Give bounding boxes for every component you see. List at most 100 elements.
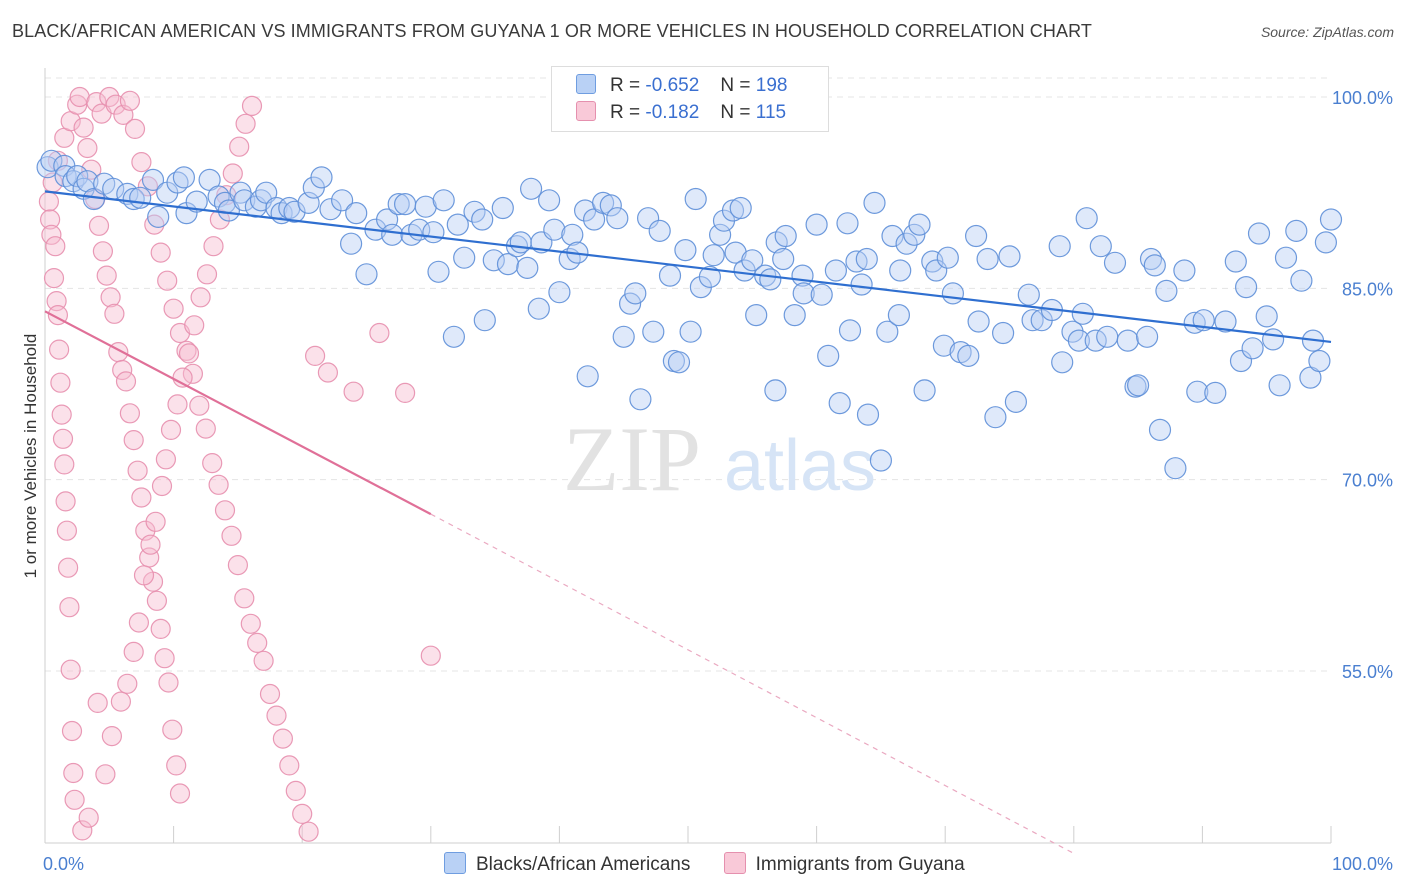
data-point — [184, 315, 205, 336]
data-point — [1183, 311, 1206, 334]
data-point — [150, 618, 171, 640]
series-guyana — [38, 86, 441, 842]
data-point — [976, 247, 999, 271]
data-point — [387, 193, 410, 216]
data-point — [1021, 309, 1044, 332]
data-point — [48, 339, 70, 360]
data-point — [241, 95, 263, 117]
data-point — [255, 181, 278, 204]
data-point — [86, 91, 107, 113]
data-point — [1135, 325, 1159, 348]
y-tick-label: 55.0% — [1342, 662, 1393, 682]
data-point — [618, 292, 642, 315]
correlation-legend: R = -0.652 N = 198 R = -0.182 N = 115 — [551, 66, 829, 132]
data-point — [202, 453, 223, 474]
data-point — [369, 322, 390, 344]
data-point — [624, 282, 647, 305]
data-point — [1173, 259, 1196, 282]
data-point — [310, 166, 333, 189]
data-point — [182, 363, 203, 384]
data-point — [169, 783, 191, 804]
data-point — [527, 297, 550, 320]
data-point — [516, 256, 539, 279]
data-point — [141, 168, 165, 191]
data-point — [190, 287, 211, 308]
data-point — [636, 207, 660, 230]
data-point — [272, 728, 293, 749]
data-point — [147, 205, 170, 228]
data-point — [176, 340, 197, 361]
data-point — [599, 194, 622, 217]
legend-row-guyana: R = -0.182 N = 115 — [576, 101, 786, 127]
legend-swatch-guyana — [576, 101, 596, 121]
data-point — [88, 215, 110, 236]
trend-lines — [44, 190, 1332, 854]
data-point — [964, 224, 988, 248]
data-point — [50, 372, 71, 393]
data-point — [52, 428, 74, 449]
data-point — [43, 268, 65, 289]
data-point — [1274, 246, 1298, 269]
legend-item-black[interactable]: Blacks/African Americans — [444, 852, 690, 876]
data-point — [394, 193, 417, 216]
data-point — [442, 325, 465, 348]
x-tick-label-max: 100.0% — [1332, 854, 1393, 874]
data-point — [146, 590, 167, 611]
data-point — [519, 177, 543, 200]
data-point — [679, 320, 702, 343]
data-point — [158, 672, 179, 693]
data-point — [1067, 329, 1091, 352]
data-point — [222, 163, 243, 184]
data-point — [1261, 328, 1285, 351]
source-label: Source: ZipAtlas.com — [1260, 24, 1394, 40]
data-point — [131, 152, 152, 173]
data-point — [1139, 247, 1163, 271]
data-point — [221, 525, 242, 546]
data-point — [674, 239, 697, 262]
data-point — [73, 117, 94, 138]
data-point — [1319, 208, 1343, 231]
data-point — [214, 500, 236, 521]
data-point — [817, 344, 840, 367]
data-point — [340, 232, 363, 255]
data-point — [95, 764, 116, 785]
data-point — [543, 218, 566, 241]
data-point — [1017, 283, 1040, 306]
data-point — [172, 166, 195, 189]
data-point — [967, 310, 990, 333]
legend-item-guyana[interactable]: Immigrants from Guyana — [723, 852, 965, 876]
data-point — [150, 242, 171, 263]
data-point — [1075, 207, 1098, 230]
data-point — [101, 725, 123, 747]
data-point — [759, 268, 782, 291]
data-point — [932, 334, 956, 357]
data-point — [446, 213, 469, 236]
data-point — [87, 692, 108, 714]
data-point — [1247, 222, 1271, 245]
data-point — [432, 189, 455, 212]
legend-n-label: N = — [720, 75, 751, 96]
data-point — [110, 691, 132, 712]
data-point — [1224, 250, 1247, 273]
data-point — [850, 273, 873, 296]
data-point — [60, 659, 81, 680]
data-point — [343, 381, 364, 402]
data-point — [61, 720, 83, 742]
data-point — [422, 221, 445, 244]
data-point — [317, 362, 338, 383]
data-point — [908, 213, 931, 236]
data-point — [395, 382, 416, 403]
data-point — [122, 187, 145, 211]
data-point — [100, 287, 121, 308]
data-point — [548, 281, 571, 304]
data-point — [856, 403, 880, 426]
data-point — [453, 246, 476, 269]
data-point — [1148, 418, 1172, 441]
data-point — [913, 379, 936, 402]
data-point — [54, 454, 75, 475]
data-point — [104, 303, 125, 324]
data-point — [612, 325, 635, 348]
data-point — [123, 641, 144, 663]
data-point — [828, 392, 851, 415]
data-point — [162, 719, 183, 740]
